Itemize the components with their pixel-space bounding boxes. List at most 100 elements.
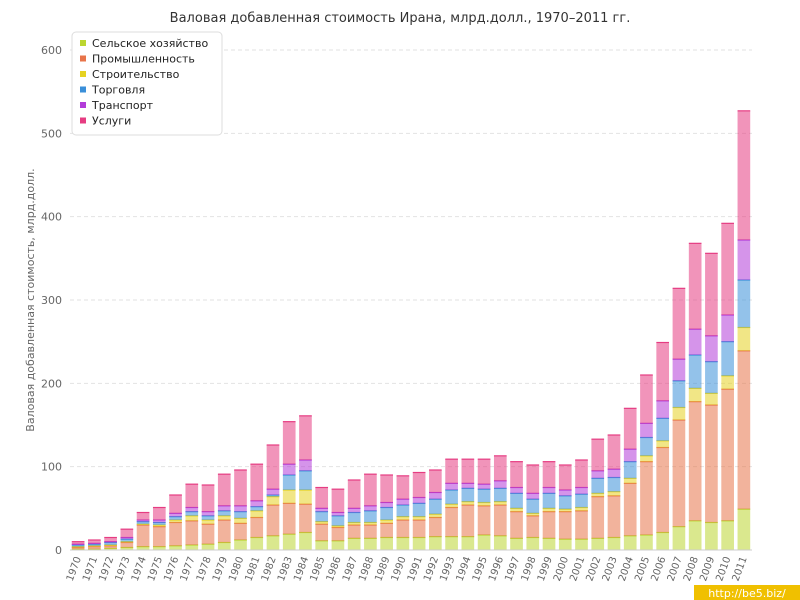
bar-segment — [104, 542, 117, 545]
bar-segment — [721, 223, 734, 315]
bar-stack — [299, 415, 312, 550]
bar-segment — [461, 483, 475, 489]
chart-title: Валовая добавленная стоимость Ирана, млр… — [170, 11, 631, 26]
bar-segment — [429, 499, 442, 515]
bar-stack — [656, 341, 670, 550]
bar-segment — [217, 520, 231, 543]
bar-segment — [217, 510, 231, 516]
bar-segment — [152, 522, 166, 525]
bar-segment — [217, 542, 231, 550]
bar-segment — [331, 527, 345, 541]
legend-box — [71, 31, 223, 136]
bar-segment — [152, 525, 166, 527]
bar-segment — [364, 474, 377, 506]
bar-stack — [510, 461, 523, 550]
bar-segment — [721, 520, 734, 550]
bar-segment — [429, 514, 442, 518]
bar-segment — [575, 494, 588, 508]
bar-segment — [234, 518, 247, 524]
bar-segment — [623, 408, 637, 450]
bar-segment — [234, 523, 247, 540]
bar-stack — [315, 486, 329, 550]
bar-segment — [412, 516, 426, 520]
bar-segment — [640, 375, 653, 424]
bar-segment — [201, 485, 215, 512]
bar-segment — [250, 510, 264, 518]
bar-stack — [429, 469, 442, 550]
bar-stack — [282, 421, 296, 550]
bar-segment — [347, 508, 361, 513]
bar-segment — [429, 517, 442, 537]
legend-swatch — [80, 102, 86, 108]
bar-segment — [234, 470, 247, 506]
bar-stack — [526, 464, 540, 550]
bar-segment — [396, 516, 410, 520]
bar-segment — [282, 464, 296, 475]
bar-segment — [721, 375, 734, 390]
bar-segment — [380, 520, 393, 524]
bar-segment — [266, 445, 280, 490]
bar-segment — [575, 487, 588, 495]
bar-segment — [315, 540, 329, 550]
bar-segment — [299, 490, 312, 505]
bar-segment — [705, 335, 718, 362]
bar-segment — [575, 510, 588, 540]
bar-segment — [347, 538, 361, 550]
bar-segment — [510, 508, 523, 512]
bar-segment — [266, 505, 280, 536]
bar-segment — [364, 522, 377, 525]
bar-segment — [558, 511, 572, 540]
bar-segment — [607, 477, 621, 492]
bar-segment — [542, 511, 556, 539]
bar-segment — [104, 545, 117, 549]
bar-segment — [250, 500, 264, 507]
bar-segment — [380, 502, 393, 508]
bar-segment — [396, 499, 410, 505]
legend-label: Услуги — [92, 115, 131, 128]
bar-segment — [120, 537, 134, 540]
bar-segment — [721, 315, 734, 342]
bar-stack — [266, 444, 280, 550]
bar-segment — [120, 547, 134, 550]
bar-segment — [282, 421, 296, 465]
bar-segment — [331, 512, 345, 516]
bar-stack — [461, 458, 475, 550]
bar-stack — [120, 528, 134, 550]
bar-segment — [331, 525, 345, 528]
bar-segment — [688, 520, 702, 550]
legend-swatch — [80, 71, 86, 77]
bar-segment — [461, 488, 475, 502]
bar-segment — [721, 341, 734, 376]
bar-stack — [542, 461, 556, 550]
bar-segment — [299, 532, 312, 550]
bar-stack — [331, 488, 345, 550]
bar-segment — [104, 548, 117, 550]
bar-segment — [640, 437, 653, 456]
bar-segment — [152, 507, 166, 520]
bar-segment — [591, 493, 605, 497]
bar-stack — [558, 464, 572, 550]
bar-segment — [185, 507, 199, 512]
bar-segment — [185, 520, 199, 545]
bar-segment — [656, 342, 670, 401]
bar-segment — [412, 503, 426, 517]
bar-segment — [412, 537, 426, 550]
bar-stack — [721, 222, 734, 550]
bar-stack — [737, 110, 751, 550]
bar-segment — [477, 489, 491, 503]
bar-segment — [185, 484, 199, 508]
bar-segment — [607, 491, 621, 496]
bar-segment — [136, 525, 150, 547]
bar-segment — [672, 288, 686, 360]
bar-segment — [656, 400, 670, 419]
bar-stack — [575, 459, 588, 550]
bar-segment — [526, 515, 540, 538]
bar-segment — [250, 506, 264, 511]
bar-stack — [396, 475, 410, 550]
bar-segment — [445, 504, 458, 508]
legend-label: Транспорт — [91, 99, 154, 112]
legend-swatch — [80, 55, 86, 62]
bar-segment — [315, 511, 329, 522]
bar-segment — [71, 545, 85, 547]
bar-segment — [510, 461, 523, 488]
